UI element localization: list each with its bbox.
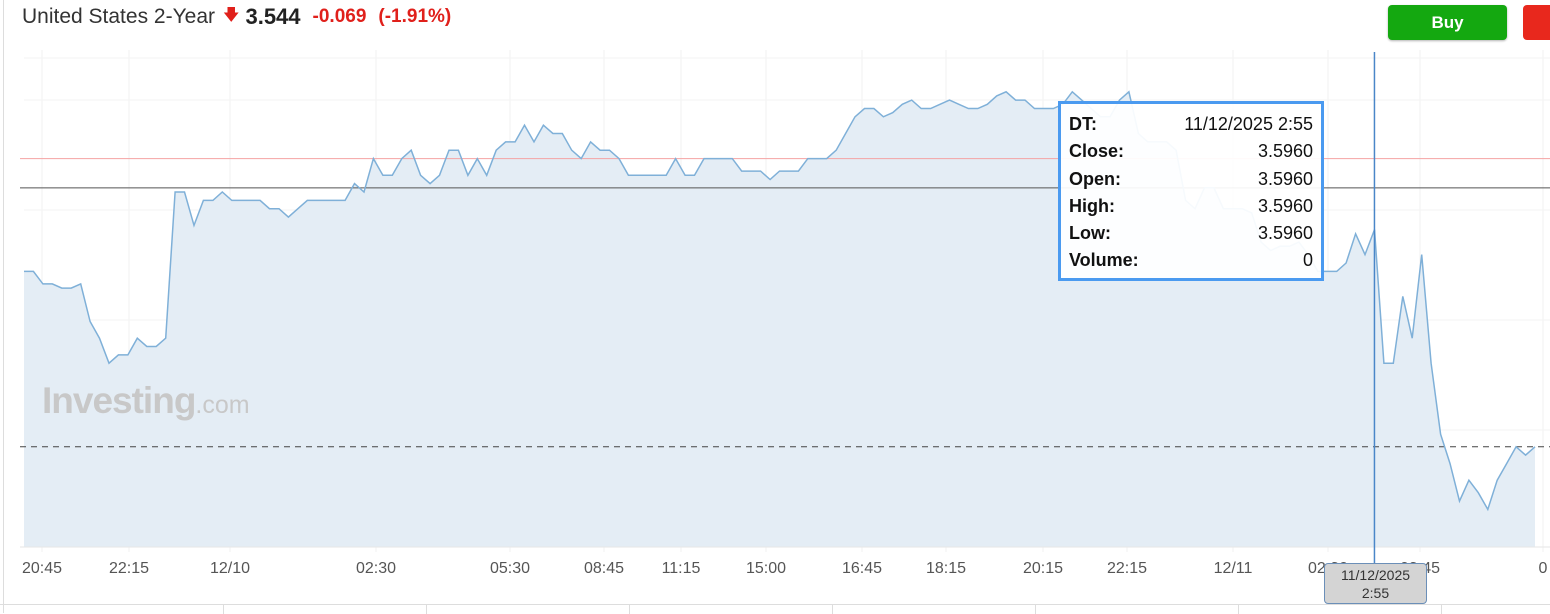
tab-divider	[1441, 605, 1442, 614]
tooltip-row: High: 3.5960	[1069, 196, 1313, 223]
x-tick-label: 20:15	[1023, 560, 1063, 577]
bottom-tabs	[0, 604, 1550, 614]
price-change: -0.069	[312, 6, 367, 27]
x-tick-label: 08:45	[584, 560, 624, 577]
tooltip-row: Volume: 0	[1069, 250, 1313, 277]
tab-divider	[832, 605, 833, 614]
tooltip-key: Low:	[1069, 223, 1111, 244]
crosshair-date: 11/12/2025	[1340, 567, 1411, 583]
tooltip-key: Close:	[1069, 141, 1125, 162]
tooltip-row: DT: 11/12/2025 2:55	[1069, 114, 1313, 141]
buy-button[interactable]: Buy	[1388, 5, 1507, 40]
x-tick-label: 05:30	[490, 560, 530, 577]
data-tooltip: DT: 11/12/2025 2:55 Close: 3.5960 Open: 3.596…	[1058, 101, 1324, 281]
x-tick-label: 20:45	[22, 560, 62, 577]
x-tick-label: 16:45	[842, 560, 882, 577]
tooltip-value: 0	[1302, 250, 1313, 271]
tooltip-key: High:	[1069, 195, 1115, 216]
tooltip-key: DT:	[1069, 114, 1097, 134]
tooltip-value: 3.5960	[1257, 195, 1313, 216]
arrow-down-icon: 🡇	[223, 6, 240, 24]
sell-button[interactable]	[1523, 5, 1550, 40]
crosshair-time-label: 11/12/2025 2:55	[1324, 563, 1427, 604]
tab-divider	[426, 605, 427, 614]
x-tick-label: 12/11	[1214, 560, 1253, 577]
tooltip-key: Volume:	[1069, 250, 1139, 271]
tab-divider	[629, 605, 630, 614]
tooltip-row: Open: 3.5960	[1069, 169, 1313, 196]
x-tick-label: 0	[1539, 560, 1548, 577]
x-tick-label: 11:15	[662, 560, 701, 577]
tooltip-value: 3.5960	[1257, 223, 1313, 244]
tooltip-key: Open:	[1069, 168, 1121, 189]
tooltip-row: Close: 3.5960	[1069, 141, 1313, 168]
instrument-header: United States 2-Year 🡇 3.544 -0.069 (-1.…	[22, 4, 451, 30]
x-tick-label: 02:30	[356, 560, 396, 577]
tooltip-value: 11/12/2025 2:55	[1184, 114, 1313, 134]
x-tick-label: 15:00	[746, 560, 786, 577]
x-tick-label: 18:15	[926, 560, 966, 577]
tooltip-value: 3.5960	[1257, 168, 1313, 189]
crosshair-time: 2:55	[1361, 585, 1390, 601]
panel-border	[3, 0, 4, 613]
tab-divider	[223, 605, 224, 614]
tooltip-value: 3.5960	[1257, 141, 1313, 162]
price-change-percent: (-1.91%)	[378, 6, 452, 27]
x-tick-label: 22:15	[1107, 560, 1147, 577]
instrument-title: United States 2-Year	[22, 5, 216, 28]
tab-divider	[1238, 605, 1239, 614]
x-tick-label: 22:15	[109, 560, 149, 577]
last-price: 3.544	[245, 4, 301, 29]
tab-divider	[1035, 605, 1036, 614]
tooltip-row: Low: 3.5960	[1069, 223, 1313, 250]
investing-logo-watermark: Investing.com	[42, 380, 250, 421]
x-tick-label: 12/10	[210, 560, 250, 577]
